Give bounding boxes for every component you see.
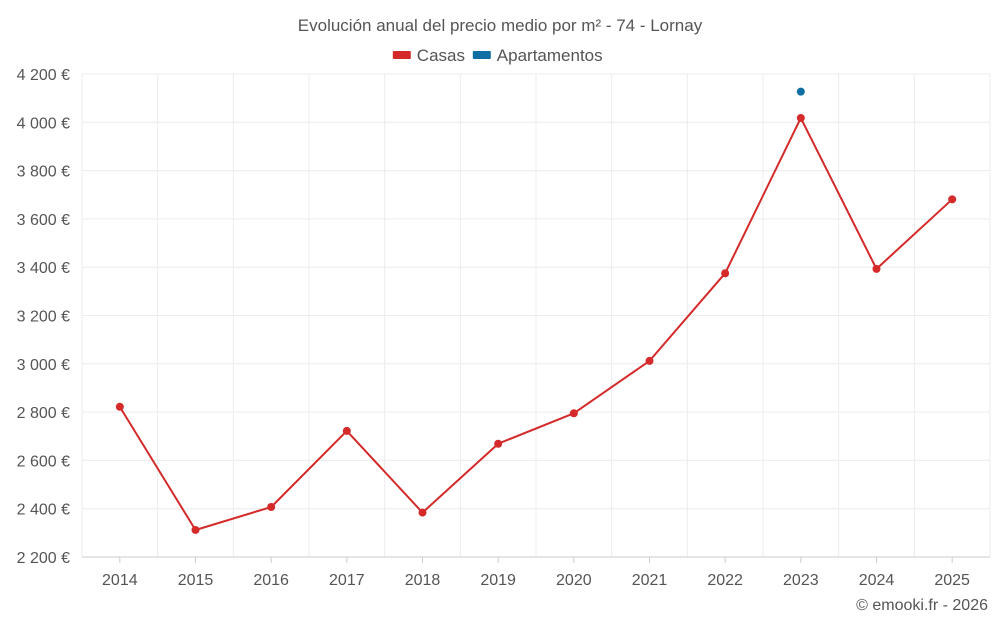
credit-text: © emooki.fr - 2026 bbox=[856, 597, 988, 614]
data-point-apartamentos[interactable] bbox=[796, 87, 805, 96]
x-tick-label: 2025 bbox=[934, 572, 970, 589]
y-tick-label: 3 000 € bbox=[17, 357, 70, 374]
y-tick-label: 3 600 € bbox=[17, 212, 70, 229]
y-tick-label: 4 000 € bbox=[17, 115, 70, 132]
x-tick-label: 2021 bbox=[632, 572, 668, 589]
legend-item-casas[interactable]: Casas bbox=[392, 46, 465, 65]
x-tick-label: 2022 bbox=[707, 572, 743, 589]
data-point-casas[interactable] bbox=[948, 195, 957, 204]
data-point-casas[interactable] bbox=[645, 356, 654, 365]
data-point-casas[interactable] bbox=[115, 402, 124, 411]
legend-label-apartamentos: Apartamentos bbox=[497, 46, 603, 65]
data-point-casas[interactable] bbox=[872, 264, 881, 273]
data-point-casas[interactable] bbox=[569, 409, 578, 418]
x-tick-label: 2024 bbox=[859, 572, 895, 589]
series-line-casas bbox=[118, 117, 953, 531]
y-tick-label: 3 800 € bbox=[17, 164, 70, 181]
data-point-casas[interactable] bbox=[418, 508, 427, 517]
data-point-casas[interactable] bbox=[721, 269, 730, 278]
y-tick-label: 4 200 € bbox=[17, 67, 70, 84]
x-axis: 2014 2015 2016 2017 2018 2019 2020 2021 2022 2023… bbox=[82, 556, 990, 589]
chart-title: Evolución anual del precio medio por m² … bbox=[298, 16, 703, 35]
y-tick-label: 3 400 € bbox=[17, 260, 70, 277]
data-point-casas[interactable] bbox=[342, 426, 351, 435]
x-tick-label: 2023 bbox=[783, 572, 819, 589]
x-tick-label: 2017 bbox=[329, 572, 365, 589]
y-tick-label: 2 400 € bbox=[17, 502, 70, 519]
x-tick-label: 2020 bbox=[556, 572, 592, 589]
grid bbox=[81, 73, 991, 557]
legend: Casas Apartamentos bbox=[392, 46, 603, 65]
x-tick-label: 2018 bbox=[405, 572, 441, 589]
y-tick-label: 2 200 € bbox=[17, 550, 70, 567]
legend-swatch-apartamentos bbox=[472, 51, 491, 59]
legend-label-casas: Casas bbox=[417, 46, 465, 65]
legend-item-apartamentos[interactable]: Apartamentos bbox=[472, 46, 603, 65]
data-point-casas[interactable] bbox=[796, 113, 805, 122]
data-point-casas[interactable] bbox=[494, 439, 503, 448]
x-tick-label: 2015 bbox=[178, 572, 214, 589]
x-tick-label: 2016 bbox=[253, 572, 289, 589]
y-axis: 2 200 € 2 400 € 2 600 € 2 800 € 3 000 € 3 200… bbox=[17, 67, 70, 567]
x-tick-label: 2014 bbox=[102, 572, 138, 589]
series-layer bbox=[115, 87, 957, 534]
legend-swatch-casas bbox=[392, 51, 411, 59]
data-point-casas[interactable] bbox=[191, 525, 200, 534]
y-tick-label: 2 800 € bbox=[17, 405, 70, 422]
x-tick-label: 2019 bbox=[480, 572, 516, 589]
y-tick-label: 2 600 € bbox=[17, 453, 70, 470]
y-tick-label: 3 200 € bbox=[17, 309, 70, 326]
data-point-casas[interactable] bbox=[267, 503, 276, 512]
